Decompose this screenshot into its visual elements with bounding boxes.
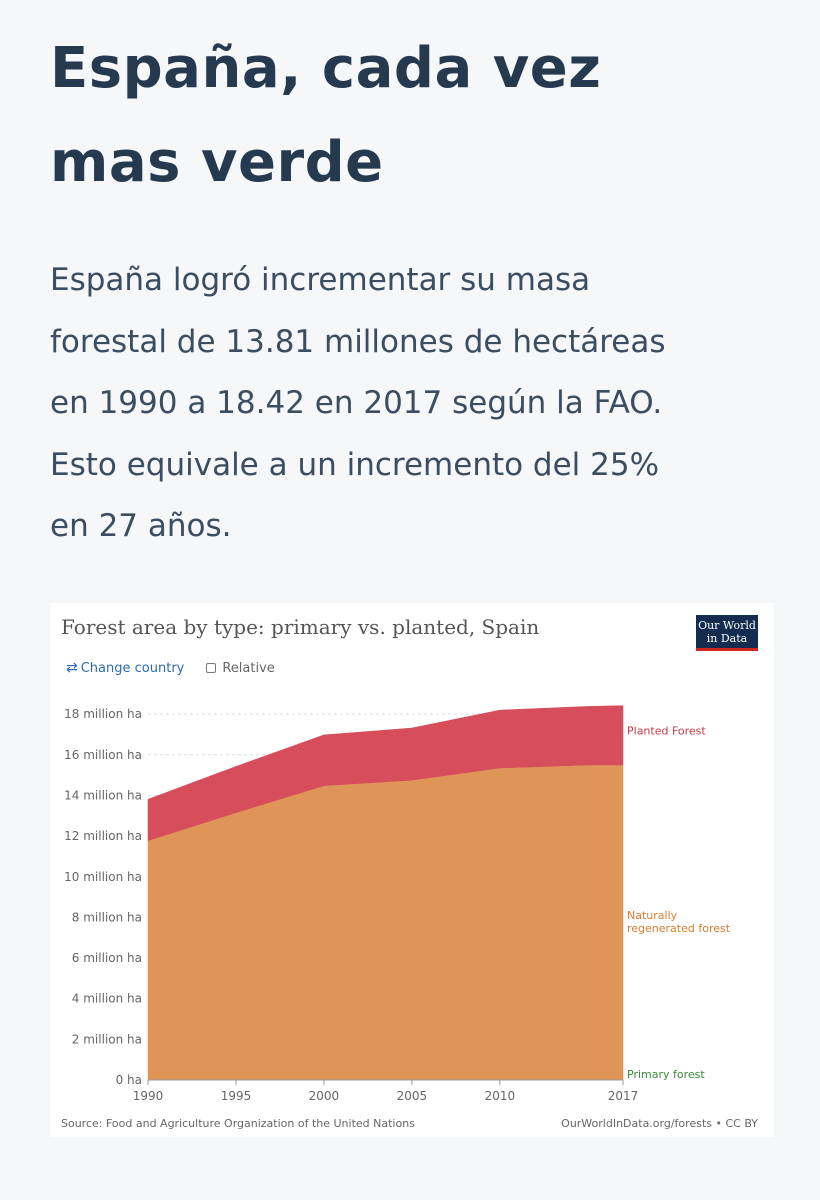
change-country-label: Change country: [80, 660, 185, 676]
y-tick-label: 10 million ha: [64, 870, 142, 884]
x-tick-label: 2010: [485, 1089, 516, 1103]
checkbox-icon: [206, 663, 217, 673]
series-labels: Primary forest Naturally regenerated fores…: [627, 725, 731, 1081]
headline-line-2: mas verde: [50, 130, 384, 195]
lead-line: en 27 años.: [50, 508, 232, 544]
area-series: [147, 705, 624, 1081]
lead-line: forestal de 13.81 millones de hectáreas: [50, 323, 666, 360]
series-label-primary-forest: Primary forest: [627, 1068, 705, 1081]
axes: 0 ha 2 million ha 4 million ha 6 million ha…: [64, 707, 638, 1103]
x-tick-label: 2005: [397, 1089, 428, 1103]
forest-area-chart: 0 ha 2 million ha 4 million ha 6 million ha…: [64, 705, 731, 1103]
y-tick-label: 6 million ha: [72, 951, 142, 965]
x-tick-label: 2000: [309, 1089, 340, 1103]
logo-line-2: in Data: [706, 632, 748, 645]
y-tick-label: 14 million ha: [64, 788, 142, 802]
x-tick-label: 2017: [608, 1089, 639, 1103]
y-tick-label: 0 ha: [116, 1073, 142, 1087]
relative-checkbox[interactable]: Relative: [206, 660, 275, 676]
y-tick-label: 4 million ha: [72, 992, 142, 1006]
chart-title: Forest area by type: primary vs. planted…: [61, 615, 540, 639]
x-tick-label: 1990: [133, 1089, 164, 1103]
chart-card: Forest area by type: primary vs. planted…: [50, 603, 774, 1137]
series-label-planted-forest: Planted Forest: [627, 725, 706, 738]
logo-line-1: Our World: [698, 619, 756, 632]
series-label-naturally-regenerated-forest: Naturally regenerated forest: [627, 909, 731, 935]
y-tick-label: 8 million ha: [72, 910, 142, 924]
chart-license-link[interactable]: OurWorldInData.org/forests • CC BY: [561, 1117, 758, 1130]
y-tick-label: 2 million ha: [72, 1032, 142, 1046]
area-planted-forest: [147, 705, 624, 841]
series-label-line: regenerated forest: [627, 922, 731, 935]
x-tick-label: 1995: [221, 1089, 252, 1103]
lead-line: España logró incrementar su masa: [50, 262, 591, 298]
relative-label: Relative: [222, 660, 275, 676]
y-tick-label: 16 million ha: [64, 748, 142, 762]
headline-line-1: España, cada vez: [50, 36, 602, 101]
chart-source: Source: Food and Agriculture Organizatio…: [61, 1117, 415, 1130]
y-tick-label: 18 million ha: [64, 707, 142, 721]
article-headline: España, cada vez mas verde: [50, 22, 770, 210]
lead-line: en 1990 a 18.42 en 2017 según la FAO.: [50, 385, 663, 421]
swap-arrows-icon: ⇄: [66, 660, 78, 676]
chart-controls: ⇄ Change country Relative: [66, 660, 275, 676]
series-label-line: Naturally: [627, 909, 678, 922]
y-tick-label: 12 million ha: [64, 829, 142, 843]
lead-line: Esto equivale a un incremento del 25%: [50, 446, 660, 483]
owid-logo[interactable]: Our World in Data: [696, 615, 758, 651]
change-country-button[interactable]: ⇄ Change country: [66, 660, 184, 676]
article-lead-paragraph: España logró incrementar su masa forestal…: [50, 250, 780, 558]
